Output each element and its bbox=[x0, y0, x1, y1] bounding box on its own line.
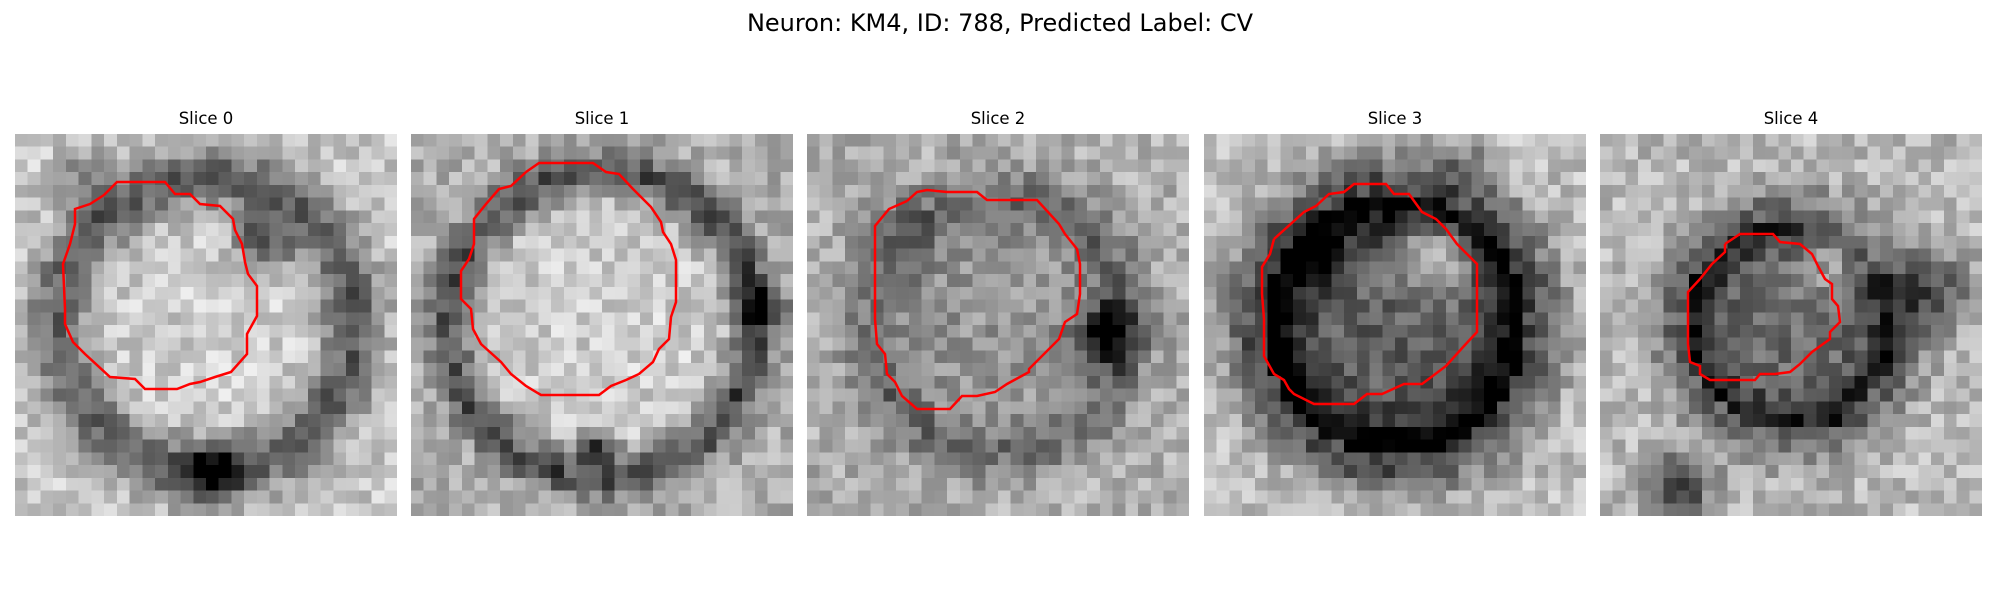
grayscale-image bbox=[411, 134, 793, 516]
red-contour bbox=[61, 180, 259, 391]
grayscale-image bbox=[15, 134, 397, 516]
red-contour bbox=[1260, 182, 1479, 406]
panel-slice-0: Slice 0 bbox=[15, 108, 397, 516]
slice-image-0 bbox=[15, 134, 397, 516]
slice-image-4 bbox=[1600, 134, 1982, 516]
figure-title: Neuron: KM4, ID: 788, Predicted Label: C… bbox=[746, 9, 1254, 37]
slice-image-1 bbox=[411, 134, 793, 516]
red-contour bbox=[1686, 232, 1842, 382]
red-contour bbox=[873, 188, 1082, 411]
panel-slice-1: Slice 1 bbox=[411, 108, 793, 516]
red-contour bbox=[459, 161, 678, 397]
panel-title: Slice 1 bbox=[574, 109, 630, 128]
grayscale-image bbox=[1600, 134, 1982, 516]
grayscale-image bbox=[1204, 134, 1586, 516]
slice-image-3 bbox=[1204, 134, 1586, 516]
panel-title: Slice 0 bbox=[178, 109, 234, 128]
panel-title: Slice 2 bbox=[970, 109, 1026, 128]
panel-title: Slice 4 bbox=[1763, 109, 1819, 128]
panel-slice-4: Slice 4 bbox=[1600, 108, 1982, 516]
grayscale-image bbox=[807, 134, 1189, 516]
panel-slice-2: Slice 2 bbox=[807, 108, 1189, 516]
slice-image-2 bbox=[807, 134, 1189, 516]
panel-slice-3: Slice 3 bbox=[1204, 108, 1586, 516]
panel-title: Slice 3 bbox=[1367, 109, 1423, 128]
